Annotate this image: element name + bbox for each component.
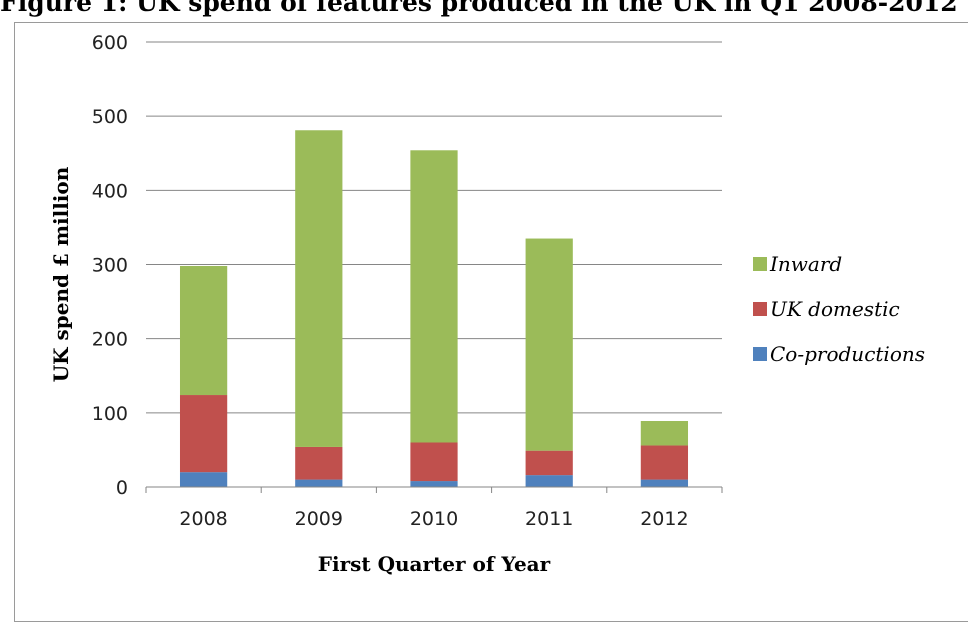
bar-co-productions-2010 [410,481,458,487]
y-axis-title: UK spend £ million [49,166,73,382]
x-tick-label: 2009 [295,508,343,530]
bar-uk-domestic-2009 [295,446,343,480]
y-tick-label: 200 [92,329,128,351]
x-axis-title: First Quarter of Year [318,552,551,576]
legend-label: UK domestic [770,297,900,321]
x-tick-labels: 2008 2009 2010 2011 2012 [145,487,723,530]
bar-co-productions-2008 [179,472,228,487]
legend-label: Co-productions [770,342,925,366]
bars [179,130,689,487]
bar-inward-2010 [410,150,458,443]
chart: 0 100 200 300 400 500 600 2008 2009 2010 2011 2012… [49,32,925,576]
legend-swatch [753,257,767,271]
x-tick-label: 2012 [640,508,688,530]
y-tick-label: 500 [92,106,128,128]
x-tick-label: 2008 [179,508,227,530]
y-tick-label: 600 [92,32,128,54]
y-tick-label: 0 [116,477,128,499]
bar-uk-domestic-2010 [410,442,458,482]
bar-uk-domestic-2011 [525,450,573,476]
x-tick-label: 2011 [525,508,573,530]
y-tick-labels: 0 100 200 300 400 500 600 [92,32,128,499]
bar-inward-2012 [640,420,689,446]
legend-swatch [753,302,767,316]
y-tick-label: 300 [92,255,128,277]
bar-uk-domestic-2008 [179,395,228,473]
bar-co-productions-2011 [525,475,573,487]
bar-inward-2008 [179,265,228,396]
x-tick-label: 2010 [410,508,458,530]
legend-label: Inward [769,252,842,276]
y-tick-label: 400 [92,180,128,202]
bar-uk-domestic-2012 [640,445,689,480]
y-tick-label: 100 [92,403,128,425]
legend-swatch [753,347,767,361]
bar-inward-2011 [525,238,573,451]
bar-inward-2009 [295,130,343,447]
figure-title: Figure 1: UK spend of features produced … [0,0,958,17]
legend: Inward UK domestic Co-productions [753,252,925,366]
bar-co-productions-2012 [640,479,689,487]
bar-co-productions-2009 [295,479,343,487]
